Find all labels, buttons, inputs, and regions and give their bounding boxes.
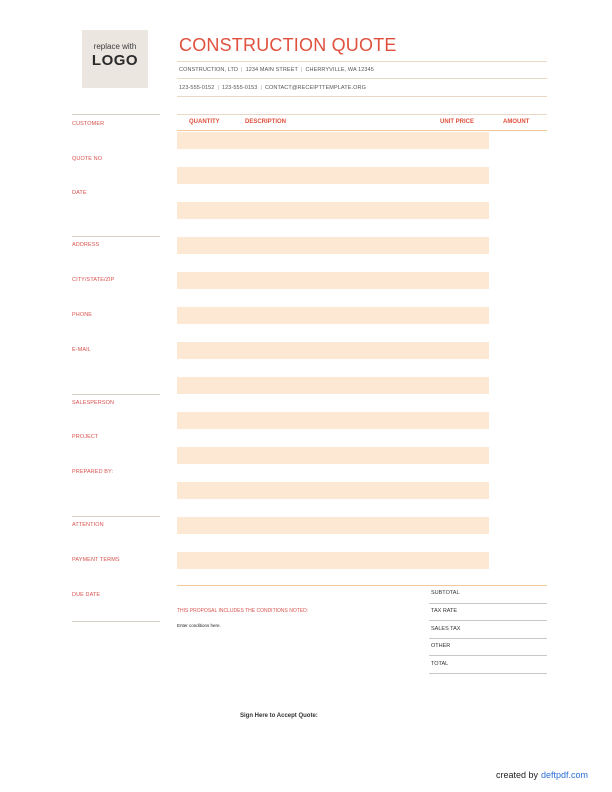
email-label[interactable]: E-MAIL: [72, 347, 91, 353]
payment-terms-label[interactable]: PAYMENT TERMS: [72, 557, 120, 563]
line-item-row[interactable]: [177, 272, 489, 289]
phone-label[interactable]: PHONE: [72, 312, 93, 318]
unit-price-header: UNIT PRICE: [440, 119, 475, 125]
subtotal-label: SUBTOTAL: [431, 590, 460, 596]
sales-tax-label: SALES TAX: [431, 626, 461, 632]
line-item-row[interactable]: [177, 447, 489, 464]
contact-rule: [177, 96, 547, 97]
line-item-row[interactable]: [177, 132, 489, 149]
page-title: CONSTRUCTION QUOTE: [179, 35, 397, 55]
totals-rule: [429, 620, 547, 621]
salesperson-label[interactable]: SALESPERSON: [72, 400, 115, 406]
company-info-line: CONSTRUCTION, LTD | 1234 MAIN STREET | CHERR…: [179, 67, 374, 73]
contact-email: CONTACT@RECEIPTTEMPLATE.ORG: [264, 85, 366, 91]
table-bottom-rule: [177, 585, 547, 586]
sidebar-rule-attention: [72, 516, 160, 517]
phone-1: 123-555-0152: [179, 85, 215, 91]
sidebar-rule-address: [72, 236, 160, 237]
table-header-rule: [177, 130, 547, 131]
description-header: DESCRIPTION: [245, 119, 287, 125]
created-by-text: created by: [496, 770, 539, 780]
conditions-text[interactable]: Enter conditions here.: [177, 623, 221, 628]
line-item-row[interactable]: [177, 377, 489, 394]
title-rule: [177, 61, 547, 62]
totals-rule: [429, 638, 547, 639]
company-city: CHERRYVILLE, WA 12345: [305, 67, 374, 73]
line-item-row[interactable]: [177, 237, 489, 254]
total-label: TOTAL: [431, 661, 449, 667]
logo-big-text: LOGO: [91, 52, 139, 69]
totals-rule: [429, 603, 547, 604]
line-item-row[interactable]: [177, 517, 489, 534]
sidebar-rule-sales: [72, 394, 160, 395]
signature-label: Sign Here to Accept Quote:: [240, 713, 318, 719]
deftpdf-link[interactable]: deftpdf.com: [541, 770, 589, 780]
amount-header: AMOUNT: [503, 119, 530, 125]
footer-credit: created by deftpdf.com: [496, 770, 588, 780]
logo-placeholder[interactable]: replace with LOGO: [82, 30, 148, 88]
attention-label[interactable]: ATTENTION: [72, 522, 104, 528]
date-label[interactable]: DATE: [72, 190, 87, 196]
phone-2: 123-555-0153: [221, 85, 258, 91]
line-item-row[interactable]: [177, 412, 489, 429]
line-item-row[interactable]: [177, 342, 489, 359]
logo-small-text: replace with: [93, 42, 137, 51]
table-top-rule: [177, 114, 547, 115]
totals-rule: [429, 655, 547, 656]
line-item-row[interactable]: [177, 202, 489, 219]
conditions-heading: THIS PROPOSAL INCLUDES THE CONDITIONS NO…: [177, 608, 309, 614]
other-label: OTHER: [431, 643, 451, 649]
contact-info-line: 123-555-0152 | 123-555-0153 | CONTACT@RECEIP…: [179, 85, 366, 91]
tax-rate-label: TAX RATE: [431, 608, 458, 614]
line-item-row[interactable]: [177, 552, 489, 569]
address-label[interactable]: ADDRESS: [72, 242, 100, 248]
quantity-header: QUANTITY: [189, 119, 220, 125]
prepared-by-label[interactable]: PREPARED BY:: [72, 469, 114, 475]
project-label[interactable]: PROJECT: [72, 434, 99, 440]
customer-label[interactable]: CUSTOMER: [72, 121, 105, 127]
city-state-zip-label[interactable]: CITY/STATE/ZIP: [72, 277, 115, 283]
sidebar-rule-top: [72, 114, 160, 115]
due-date-label[interactable]: DUE DATE: [72, 592, 101, 598]
sidebar-rule-bottom: [72, 621, 160, 622]
line-item-row[interactable]: [177, 167, 489, 184]
company-name: CONSTRUCTION, LTD: [179, 67, 239, 73]
quote-no-label[interactable]: QUOTE NO: [72, 156, 103, 162]
line-item-row[interactable]: [177, 482, 489, 499]
totals-rule: [429, 673, 547, 674]
line-item-row[interactable]: [177, 307, 489, 324]
company-street: 1234 MAIN STREET: [245, 67, 298, 73]
company-rule: [177, 78, 547, 79]
